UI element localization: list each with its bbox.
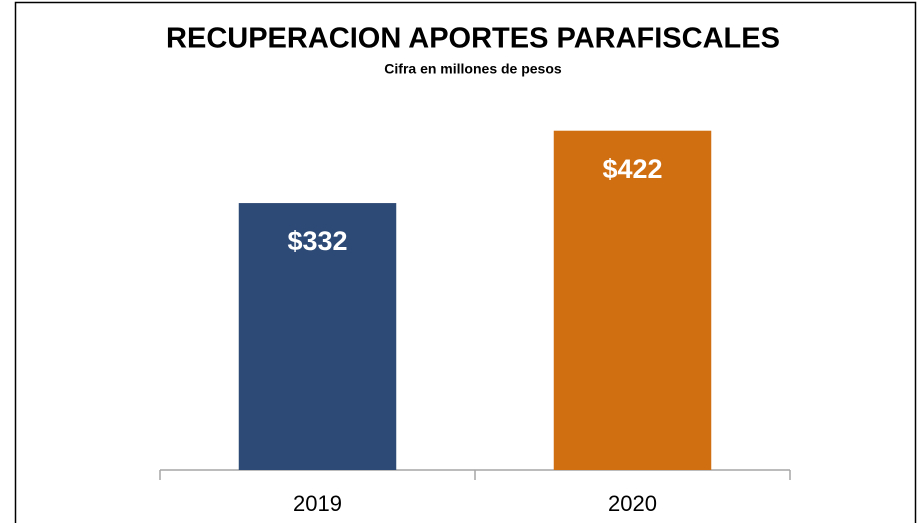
- chart-subtitle: Cifra en millones de pesos: [384, 61, 562, 77]
- x-tick-label: 2020: [608, 491, 657, 516]
- bar: [553, 130, 712, 470]
- x-tick-label: 2019: [293, 491, 342, 516]
- chart-frame: [14, 1, 917, 523]
- data-label: $422: [602, 154, 662, 184]
- chart-title: RECUPERACION APORTES PARAFISCALES: [166, 23, 780, 55]
- bar: [238, 203, 397, 470]
- data-label: $332: [287, 226, 347, 256]
